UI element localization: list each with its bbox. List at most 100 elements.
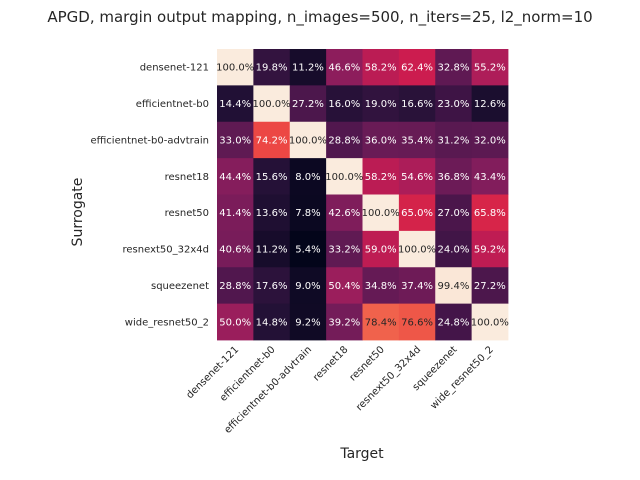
- x-tick-label: resnext50_32x4d: [354, 344, 423, 413]
- heatmap-cell: [326, 303, 363, 341]
- heatmap-cell: [253, 49, 291, 86]
- cell-value-label: 19.0%: [365, 99, 397, 110]
- cell-value-label: 28.8%: [219, 281, 251, 292]
- cell-value-label: 100.0%: [471, 317, 509, 328]
- heatmap-cell: [253, 121, 291, 159]
- x-tick-label: wide_resnet50_2: [429, 344, 496, 411]
- heatmap-cell: [398, 194, 436, 232]
- cell-value-label: 59.0%: [365, 245, 397, 256]
- cell-value-label: 13.6%: [256, 208, 288, 219]
- y-tick-label: resnext50_32x4d: [123, 245, 209, 256]
- cell-value-label: 36.0%: [365, 135, 397, 146]
- heatmap-cell: [253, 303, 291, 341]
- heatmap-cell: [289, 85, 327, 123]
- heatmap-cell: [398, 85, 436, 123]
- cell-value-label: 15.6%: [256, 172, 288, 183]
- cell-value-label: 58.2%: [365, 172, 397, 183]
- cell-value-label: 34.8%: [365, 281, 397, 292]
- heatmap-cell: [435, 85, 473, 123]
- heatmap-cell: [326, 158, 363, 195]
- y-tick-label: densenet-121: [140, 63, 209, 74]
- heatmap-cell: [398, 303, 436, 341]
- heatmap-cell: [289, 158, 327, 195]
- heatmap-cell: [326, 230, 363, 268]
- heatmap-cell: [398, 121, 436, 159]
- cell-value-label: 76.6%: [401, 317, 433, 328]
- cell-value-label: 9.0%: [295, 281, 320, 292]
- cell-value-label: 24.8%: [438, 317, 470, 328]
- cell-value-label: 78.4%: [365, 317, 397, 328]
- cell-value-label: 54.6%: [401, 172, 433, 183]
- heatmap-cell: [435, 158, 473, 195]
- cell-value-label: 11.2%: [256, 245, 288, 256]
- cell-value-label: 50.0%: [219, 317, 251, 328]
- heatmap-cell: [435, 49, 473, 86]
- heatmap-cell: [471, 303, 509, 341]
- heatmap-cell: [362, 267, 400, 305]
- heatmap-cell: [435, 230, 473, 268]
- heatmap-cell: [362, 158, 400, 195]
- cell-value-label: 41.4%: [219, 208, 251, 219]
- cell-value-label: 100.0%: [289, 135, 327, 146]
- cell-value-label: 7.8%: [295, 208, 320, 219]
- x-axis-label: Target: [339, 446, 384, 462]
- cell-value-label: 9.2%: [295, 317, 320, 328]
- cell-value-label: 37.4%: [401, 281, 433, 292]
- cell-value-label: 42.6%: [328, 208, 360, 219]
- cell-value-label: 99.4%: [438, 281, 470, 292]
- cell-value-label: 100.0%: [325, 172, 363, 183]
- heatmap-cell: [289, 267, 327, 305]
- cell-value-label: 16.6%: [401, 99, 433, 110]
- heatmap-cell: [217, 267, 254, 305]
- cell-value-label: 100.0%: [362, 208, 400, 219]
- cell-value-label: 62.4%: [401, 63, 433, 74]
- cell-value-label: 33.2%: [328, 245, 360, 256]
- heatmap-cell: [326, 267, 363, 305]
- heatmap-cell: [471, 194, 509, 232]
- heatmap-cell: [289, 121, 327, 159]
- cell-value-label: 32.8%: [438, 63, 470, 74]
- heatmap-cell: [471, 85, 509, 123]
- heatmap-cell: [398, 158, 436, 195]
- heatmap-cell: [326, 49, 363, 86]
- cell-value-label: 23.0%: [438, 99, 470, 110]
- cell-value-label: 100.0%: [252, 99, 290, 110]
- cell-value-label: 5.4%: [295, 245, 320, 256]
- heatmap-cell: [398, 230, 436, 268]
- heatmap-cell: [362, 49, 400, 86]
- cell-value-label: 32.0%: [474, 135, 506, 146]
- heatmap-cell: [435, 267, 473, 305]
- heatmap-cell: [471, 49, 509, 86]
- cell-value-label: 36.8%: [438, 172, 470, 183]
- heatmap-cell: [435, 121, 473, 159]
- heatmap-cell: [217, 85, 254, 123]
- heatmap-cell: [435, 303, 473, 341]
- cell-value-label: 35.4%: [401, 135, 433, 146]
- cell-value-label: 40.6%: [219, 245, 251, 256]
- heatmap-cell: [326, 85, 363, 123]
- heatmap-cell: [362, 85, 400, 123]
- chart-title: APGD, margin output mapping, n_images=50…: [47, 8, 592, 27]
- heatmap-cell: [471, 267, 509, 305]
- heatmap-cell: [289, 49, 327, 86]
- y-tick-label: efficientnet-b0: [136, 99, 209, 110]
- heatmap-cell: [435, 194, 473, 232]
- cell-value-label: 31.2%: [438, 135, 470, 146]
- heatmap-cell: [471, 230, 509, 268]
- y-tick-label: squeezenet: [151, 281, 209, 292]
- heatmap-cell: [217, 158, 254, 195]
- y-tick-label: resnet50: [165, 208, 209, 219]
- heatmap-cell: [217, 230, 254, 268]
- heatmap-cell: [217, 194, 254, 232]
- cell-value-label: 59.2%: [474, 245, 506, 256]
- cell-value-label: 100.0%: [398, 245, 436, 256]
- y-tick-label: wide_resnet50_2: [125, 317, 209, 328]
- cell-value-label: 65.8%: [474, 208, 506, 219]
- heatmap-cell: [253, 85, 291, 123]
- cell-value-label: 39.2%: [328, 317, 360, 328]
- cell-value-label: 58.2%: [365, 63, 397, 74]
- heatmap-cell: [362, 303, 400, 341]
- cell-value-label: 24.0%: [438, 245, 470, 256]
- cell-value-label: 55.2%: [474, 63, 506, 74]
